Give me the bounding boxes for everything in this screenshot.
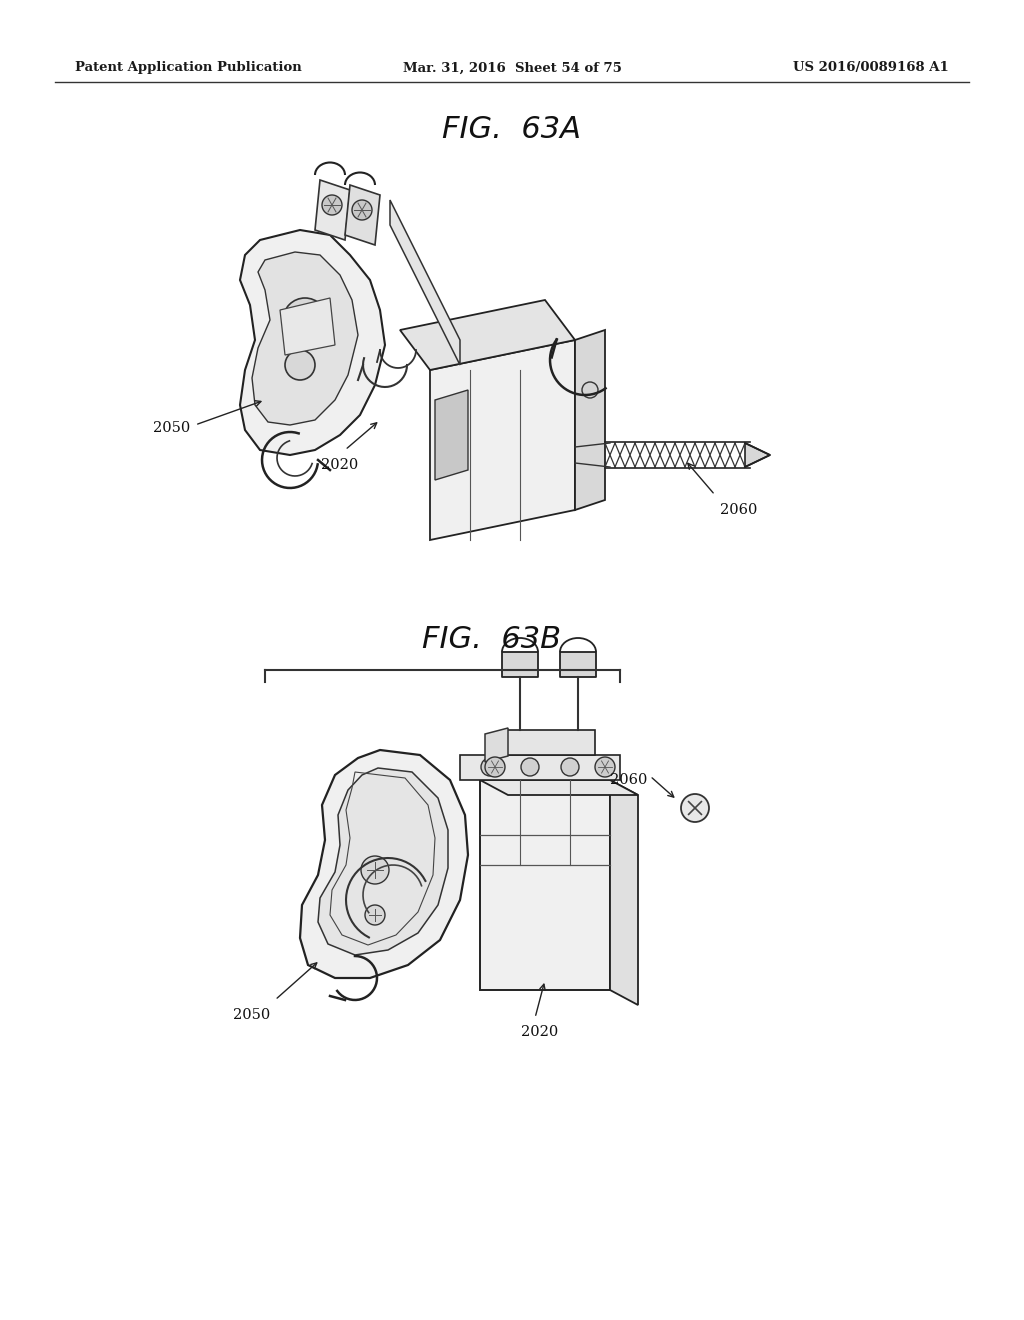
Text: 2060: 2060 bbox=[720, 503, 758, 517]
Polygon shape bbox=[318, 768, 449, 954]
Circle shape bbox=[485, 756, 505, 777]
Polygon shape bbox=[345, 185, 380, 246]
Circle shape bbox=[561, 758, 579, 776]
Circle shape bbox=[352, 201, 372, 220]
Polygon shape bbox=[390, 201, 460, 366]
Circle shape bbox=[481, 758, 499, 776]
Text: US 2016/0089168 A1: US 2016/0089168 A1 bbox=[794, 62, 949, 74]
Text: 2060: 2060 bbox=[609, 774, 647, 787]
Text: 2020: 2020 bbox=[322, 458, 358, 473]
Polygon shape bbox=[300, 750, 468, 978]
Text: 2050: 2050 bbox=[232, 1008, 270, 1022]
Circle shape bbox=[681, 795, 709, 822]
Text: FIG.  63A: FIG. 63A bbox=[442, 116, 582, 144]
Circle shape bbox=[365, 906, 385, 925]
Text: Mar. 31, 2016  Sheet 54 of 75: Mar. 31, 2016 Sheet 54 of 75 bbox=[402, 62, 622, 74]
Polygon shape bbox=[485, 729, 508, 762]
Text: 2020: 2020 bbox=[521, 1026, 559, 1039]
Polygon shape bbox=[610, 780, 638, 1005]
Polygon shape bbox=[315, 180, 350, 240]
Polygon shape bbox=[280, 298, 335, 355]
Polygon shape bbox=[560, 652, 596, 677]
Circle shape bbox=[285, 350, 315, 380]
Polygon shape bbox=[252, 252, 358, 425]
Circle shape bbox=[322, 195, 342, 215]
Polygon shape bbox=[460, 755, 620, 780]
Text: FIG.  63B: FIG. 63B bbox=[423, 626, 561, 655]
Polygon shape bbox=[575, 330, 605, 510]
Circle shape bbox=[582, 381, 598, 399]
Text: Patent Application Publication: Patent Application Publication bbox=[75, 62, 302, 74]
Circle shape bbox=[595, 756, 615, 777]
Text: 2050: 2050 bbox=[153, 421, 190, 436]
Circle shape bbox=[596, 758, 614, 776]
Polygon shape bbox=[400, 300, 575, 370]
Polygon shape bbox=[240, 230, 385, 455]
Polygon shape bbox=[505, 730, 595, 755]
Polygon shape bbox=[480, 780, 638, 795]
Circle shape bbox=[283, 298, 327, 342]
Circle shape bbox=[361, 855, 389, 884]
Polygon shape bbox=[435, 389, 468, 480]
Circle shape bbox=[521, 758, 539, 776]
Polygon shape bbox=[480, 780, 610, 990]
Polygon shape bbox=[502, 652, 538, 677]
Polygon shape bbox=[745, 444, 770, 467]
Polygon shape bbox=[430, 341, 575, 540]
